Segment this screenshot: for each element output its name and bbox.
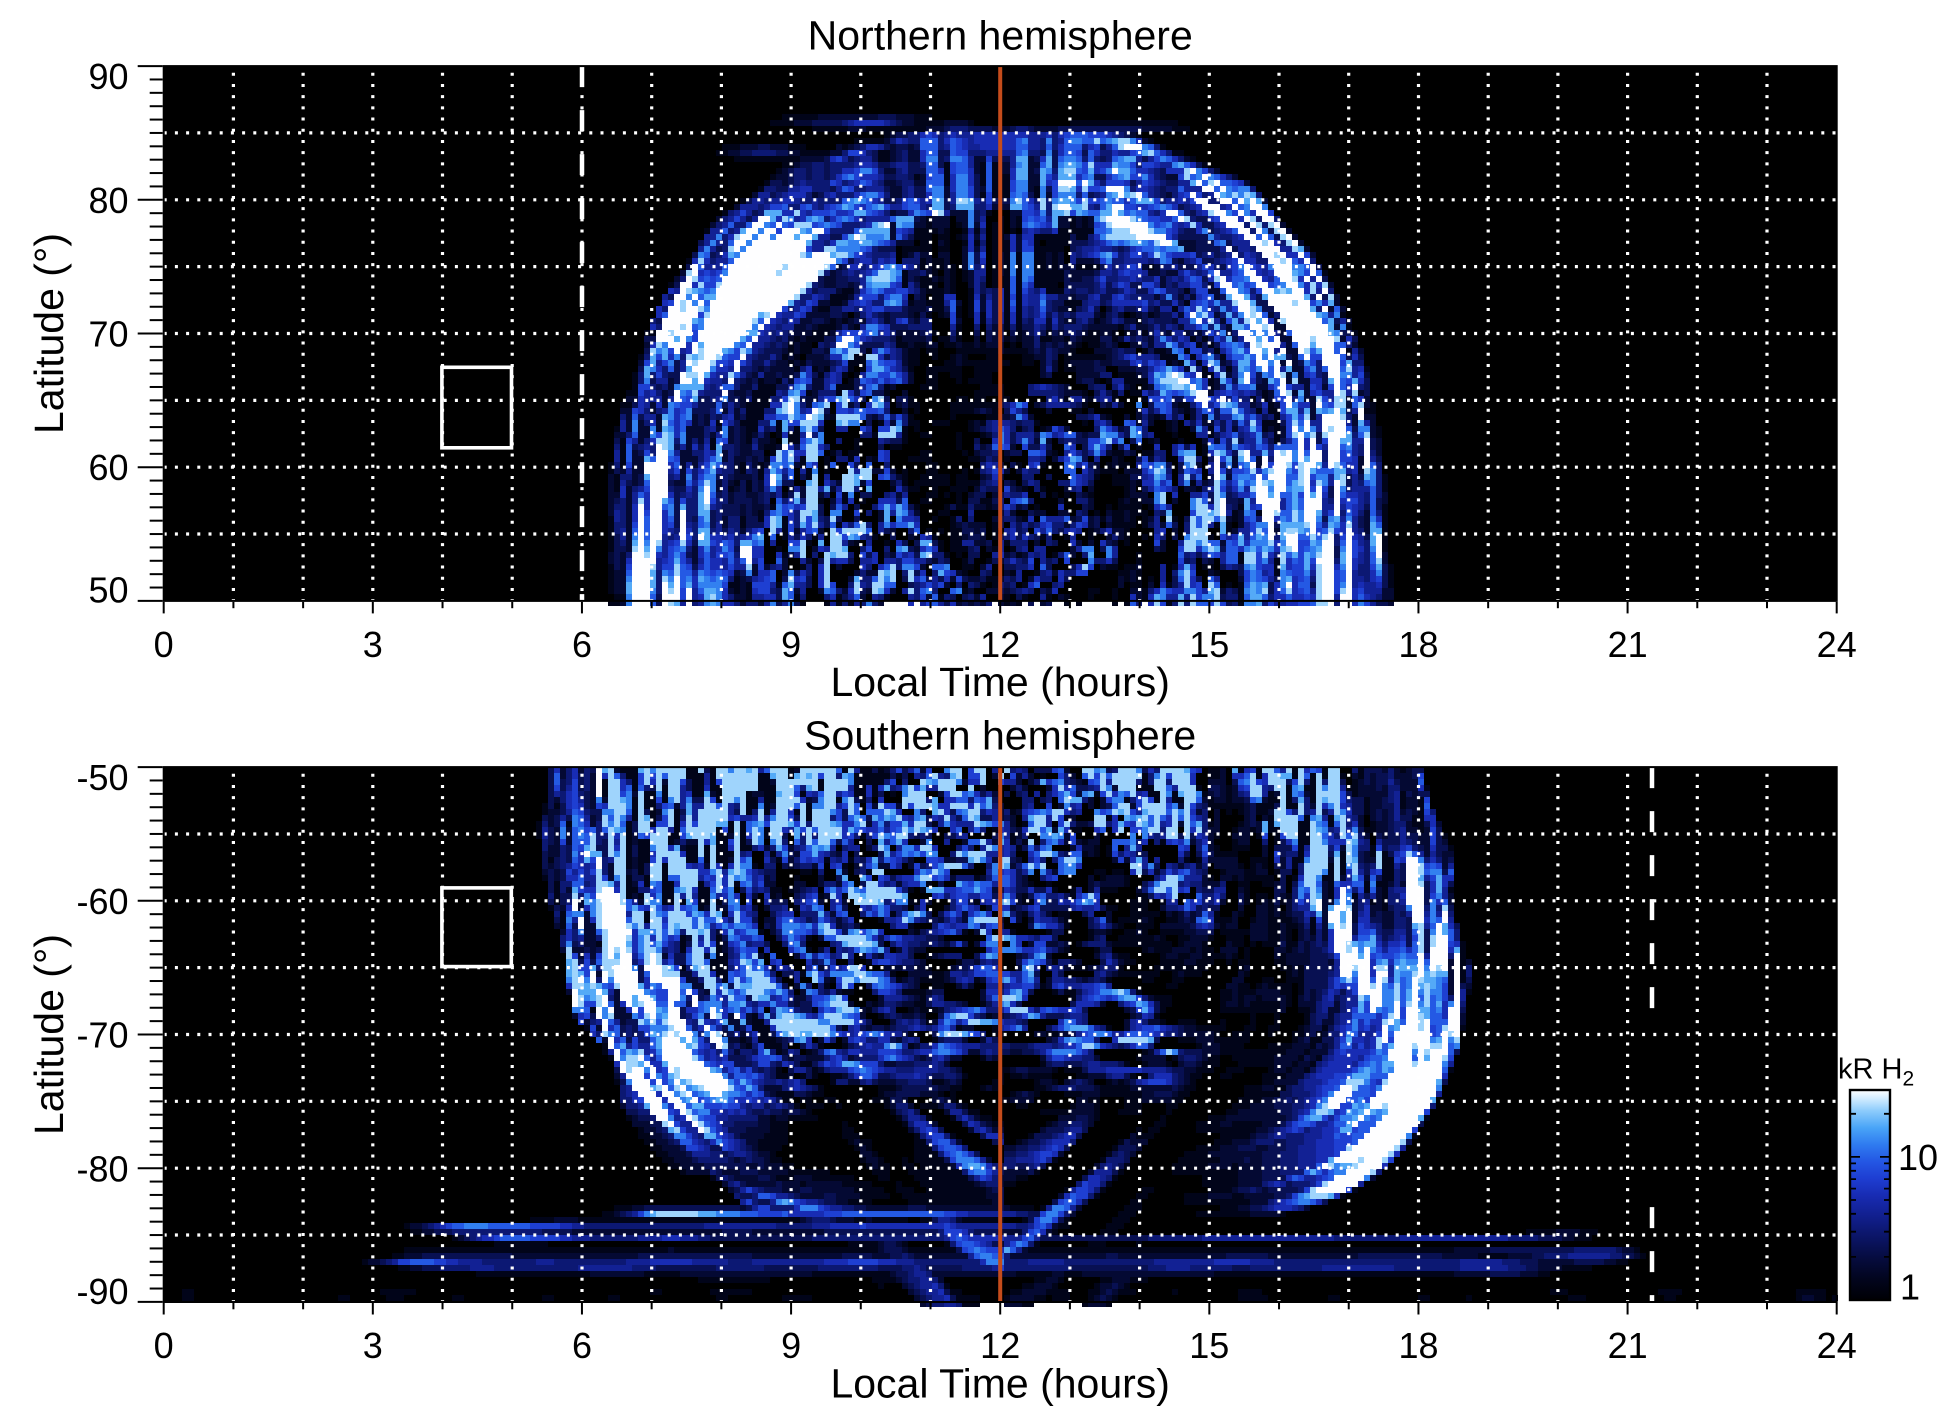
- svg-text:9: 9: [781, 1325, 801, 1366]
- svg-text:-60: -60: [76, 881, 128, 922]
- svg-text:-90: -90: [76, 1271, 128, 1312]
- svg-text:24: 24: [1817, 624, 1857, 665]
- svg-text:70: 70: [88, 314, 128, 355]
- svg-text:1: 1: [1900, 1266, 1920, 1307]
- svg-text:6: 6: [572, 1325, 592, 1366]
- svg-text:15: 15: [1189, 624, 1229, 665]
- svg-text:Southern hemisphere: Southern hemisphere: [804, 713, 1196, 759]
- svg-text:15: 15: [1189, 1325, 1229, 1366]
- svg-text:Latitude (°): Latitude (°): [26, 233, 72, 434]
- svg-text:21: 21: [1608, 1325, 1648, 1366]
- svg-text:12: 12: [980, 1325, 1020, 1366]
- svg-text:-70: -70: [76, 1015, 128, 1056]
- svg-text:Local Time (hours): Local Time (hours): [830, 1360, 1170, 1406]
- svg-text:80: 80: [88, 180, 128, 221]
- svg-text:3: 3: [363, 624, 383, 665]
- svg-text:90: 90: [88, 56, 128, 97]
- svg-text:10: 10: [1898, 1137, 1938, 1178]
- svg-text:18: 18: [1398, 624, 1438, 665]
- svg-text:0: 0: [154, 624, 174, 665]
- svg-text:24: 24: [1817, 1325, 1857, 1366]
- svg-text:21: 21: [1608, 624, 1648, 665]
- svg-text:kR H2: kR H2: [1838, 1054, 1914, 1091]
- svg-text:-50: -50: [76, 757, 128, 798]
- svg-text:0: 0: [154, 1325, 174, 1366]
- svg-text:18: 18: [1398, 1325, 1438, 1366]
- svg-text:Local Time (hours): Local Time (hours): [830, 659, 1170, 705]
- svg-text:60: 60: [88, 447, 128, 488]
- svg-text:9: 9: [781, 624, 801, 665]
- svg-text:Northern hemisphere: Northern hemisphere: [808, 13, 1193, 59]
- svg-text:6: 6: [572, 624, 592, 665]
- svg-text:Latitude (°): Latitude (°): [26, 934, 72, 1135]
- svg-text:50: 50: [88, 570, 128, 611]
- svg-text:12: 12: [980, 624, 1020, 665]
- svg-text:3: 3: [363, 1325, 383, 1366]
- svg-text:-80: -80: [76, 1148, 128, 1189]
